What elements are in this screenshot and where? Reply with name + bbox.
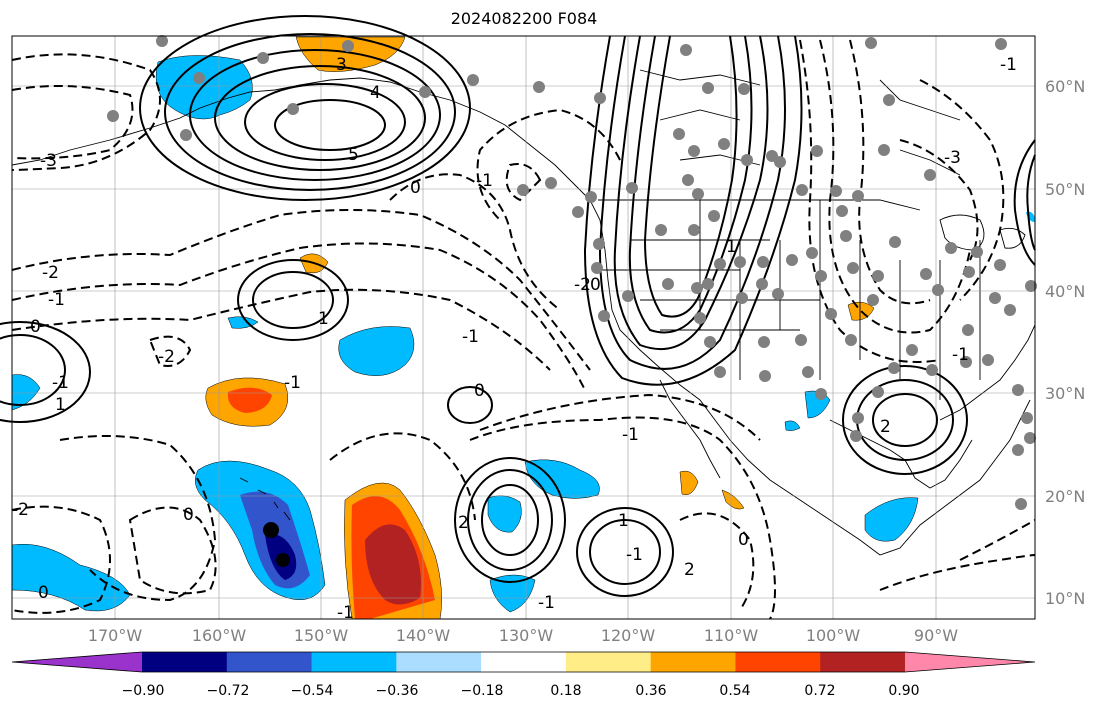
lat-label-50n: 50°N: [1045, 180, 1086, 199]
colorbar-label: −0.90: [121, 683, 165, 699]
contour-label: -1: [622, 425, 639, 445]
colorbar-segment: [565, 652, 652, 672]
colorbar-extend-low: [12, 652, 142, 672]
contour-label: -2: [158, 347, 175, 367]
colorbar-label: 0.18: [550, 683, 582, 699]
contour-label: 2: [684, 560, 695, 580]
contour-label: 0: [183, 505, 194, 525]
colorbar-extend-high: [905, 652, 1035, 672]
contour-label: -1: [462, 327, 479, 347]
lon-label-90w: 90°W: [913, 626, 959, 645]
lon-label-160w: 160°W: [191, 626, 247, 645]
lon-label-120w: 120°W: [600, 626, 656, 645]
colorbar-segment: [735, 652, 821, 672]
contour-label: 4: [370, 83, 381, 103]
contour-label: -1: [284, 373, 301, 393]
colorbar-label: 0.54: [719, 683, 751, 699]
lon-label-140w: 140°W: [395, 626, 451, 645]
contour-label: 0: [410, 178, 421, 198]
contour-label: 1: [55, 395, 66, 415]
contour-label: -3: [40, 151, 57, 171]
lon-label-110w: 110°W: [703, 626, 759, 645]
contour-label: 3: [336, 55, 347, 75]
lat-label-20n: 20°N: [1045, 487, 1086, 506]
contour-label: -1: [626, 545, 643, 565]
contour-label: -2: [574, 275, 591, 295]
contour-label: -1: [476, 171, 493, 191]
colorbar-segment: [820, 652, 906, 672]
colorbar-segment: [481, 652, 567, 672]
lon-label-100w: 100°W: [805, 626, 861, 645]
contour-label: -1: [952, 345, 969, 365]
contour-label: 1: [618, 511, 629, 531]
dashed-contours: [11, 39, 1036, 620]
contour-label: 1: [318, 309, 329, 329]
contour-label: 2: [880, 417, 891, 437]
contour-label: -1: [52, 373, 69, 393]
colorbar-label: 0.72: [804, 683, 836, 699]
contour-label: 1: [726, 237, 737, 257]
lat-label-30n: 30°N: [1045, 384, 1086, 403]
colorbar-segment: [311, 652, 397, 672]
contour-label: -2: [12, 500, 29, 520]
contour-label: -1: [538, 593, 555, 613]
contour-label: 0: [738, 530, 749, 550]
contour-label: -2: [42, 263, 59, 283]
contour-label: 0: [30, 317, 41, 337]
contour-label: -1: [48, 290, 65, 310]
storm-markers: [263, 522, 290, 567]
map-title: 2024082200 F084: [450, 9, 598, 28]
lat-label-10n: 10°N: [1045, 589, 1086, 608]
colorbar-segment: [650, 652, 736, 672]
colorbar-segment: [396, 652, 482, 672]
colorbar-label: −0.36: [375, 683, 419, 699]
colorbar-label: −0.72: [206, 683, 250, 699]
colorbar-segment: [226, 652, 313, 672]
contour-label: 5: [348, 145, 359, 165]
colorbar-label: 0.90: [888, 683, 920, 699]
contour-label: 2: [458, 513, 469, 533]
colorbar-label: −0.18: [460, 683, 504, 699]
contour-label: 0: [590, 275, 601, 295]
lon-label-170w: 170°W: [87, 626, 143, 645]
colorbar-segment: [142, 652, 228, 672]
colorbar: [11, 651, 1036, 673]
contour-label: -3: [944, 148, 961, 168]
contour-label: 0: [38, 583, 49, 603]
station-dots: [107, 35, 1037, 510]
contour-labels: 3 4 5 -3 -2 -1 0 -1 1 -2 -1 0 -1 2 -2 1 …: [12, 55, 1017, 623]
colorbar-label: 0.36: [635, 683, 667, 699]
lon-label-130w: 130°W: [498, 626, 554, 645]
colorbar-outline: [11, 651, 1036, 673]
colorbar-label: −0.54: [290, 683, 334, 699]
plot-frame: [11, 35, 1036, 620]
lat-label-60n: 60°N: [1045, 77, 1086, 96]
contour-label: 0: [474, 381, 485, 401]
contour-label: -1: [1000, 55, 1017, 75]
lon-label-150w: 150°W: [293, 626, 349, 645]
contour-label: -1: [337, 603, 354, 623]
lat-label-40n: 40°N: [1045, 282, 1086, 301]
